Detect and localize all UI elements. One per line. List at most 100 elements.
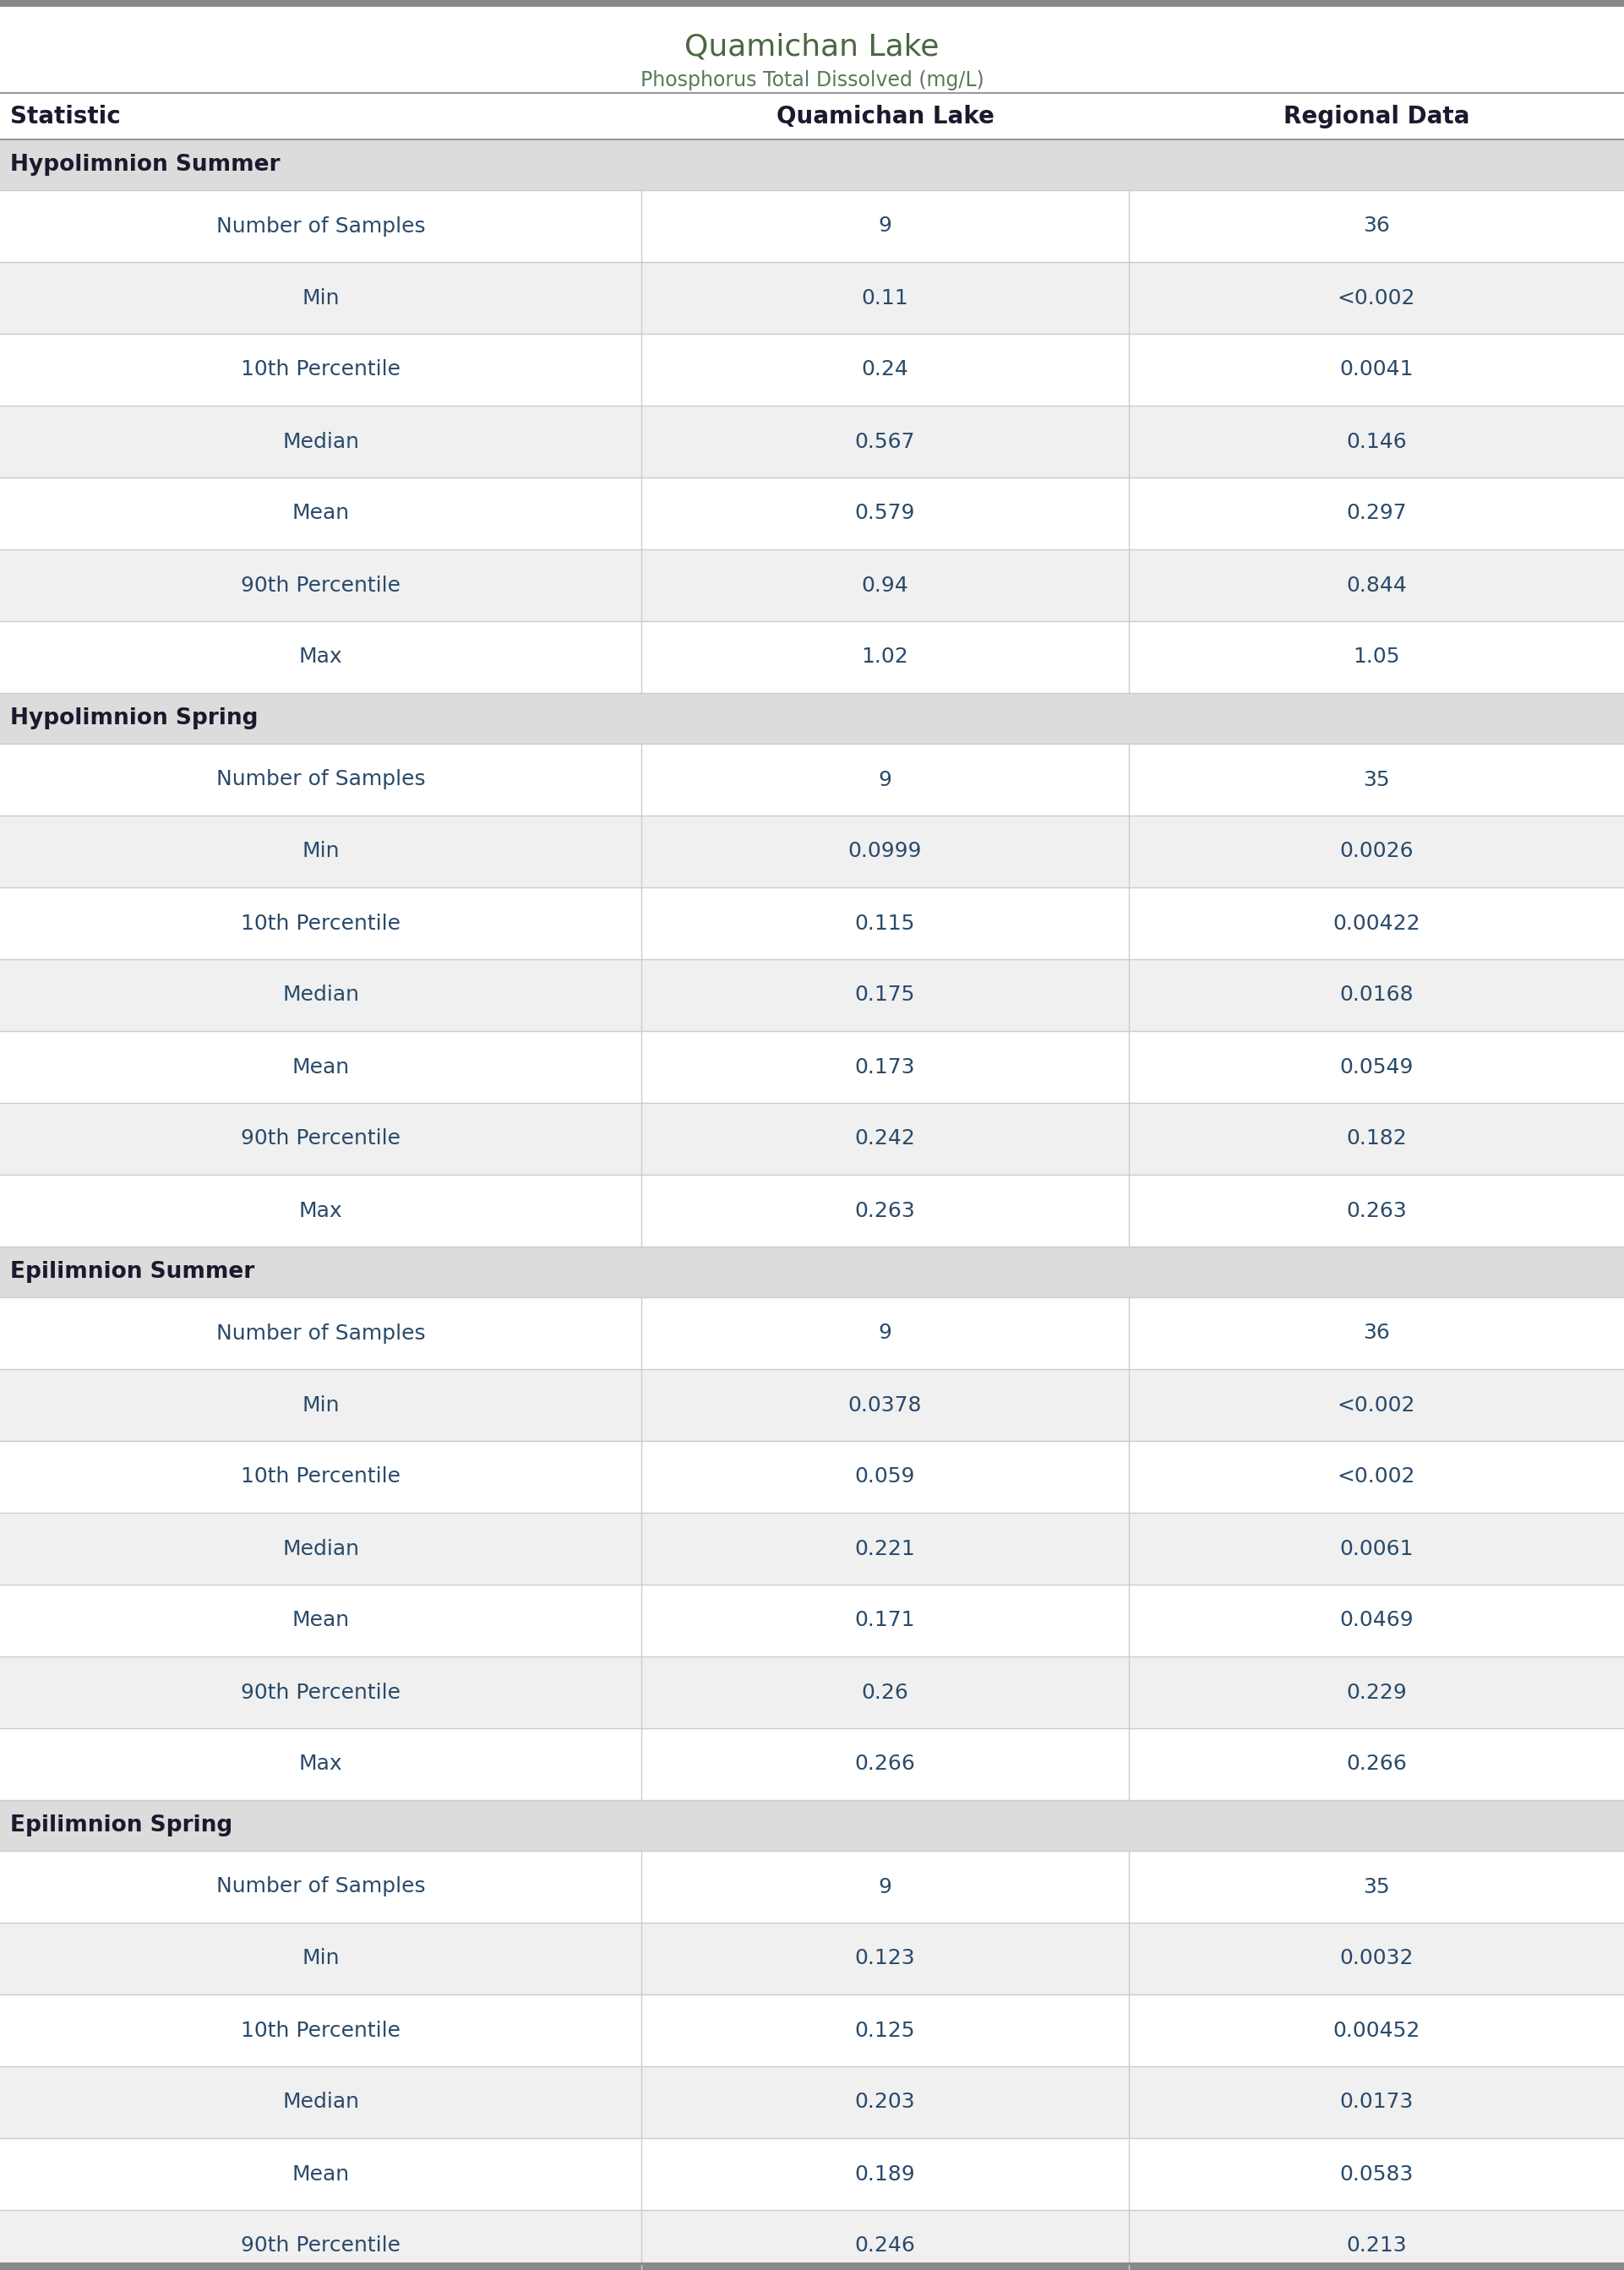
Text: Mean: Mean bbox=[292, 504, 349, 524]
Text: 0.11: 0.11 bbox=[862, 288, 908, 309]
Text: 0.0026: 0.0026 bbox=[1340, 842, 1413, 863]
Text: 0.246: 0.246 bbox=[854, 2236, 916, 2256]
Text: 90th Percentile: 90th Percentile bbox=[240, 574, 401, 595]
Text: 35: 35 bbox=[1363, 1877, 1390, 1898]
Text: 0.173: 0.173 bbox=[854, 1058, 916, 1076]
Text: Statistic: Statistic bbox=[10, 104, 120, 127]
Text: 0.0583: 0.0583 bbox=[1340, 2163, 1413, 2184]
Bar bbox=[0, 1296, 1624, 1369]
Text: Median: Median bbox=[283, 1539, 359, 1559]
Text: Number of Samples: Number of Samples bbox=[216, 1877, 425, 1898]
Bar bbox=[0, 888, 1624, 960]
Bar bbox=[0, 261, 1624, 334]
Text: 90th Percentile: 90th Percentile bbox=[240, 2236, 401, 2256]
Text: 0.266: 0.266 bbox=[854, 1755, 916, 1775]
Bar bbox=[0, 191, 1624, 261]
Text: Max: Max bbox=[299, 647, 343, 667]
Text: 0.125: 0.125 bbox=[854, 2020, 916, 2041]
Text: 10th Percentile: 10th Percentile bbox=[240, 913, 401, 933]
Text: 0.175: 0.175 bbox=[854, 985, 916, 1006]
Text: 0.0999: 0.0999 bbox=[848, 842, 922, 863]
Text: Number of Samples: Number of Samples bbox=[216, 770, 425, 790]
Text: 0.0173: 0.0173 bbox=[1340, 2093, 1413, 2113]
Bar bbox=[0, 1103, 1624, 1174]
Text: 0.115: 0.115 bbox=[854, 913, 916, 933]
Text: 36: 36 bbox=[1363, 216, 1390, 236]
Text: 0.0168: 0.0168 bbox=[1340, 985, 1413, 1006]
Text: Median: Median bbox=[283, 2093, 359, 2113]
Text: Epilimnion Summer: Epilimnion Summer bbox=[10, 1260, 255, 1283]
Text: 0.0061: 0.0061 bbox=[1340, 1539, 1413, 1559]
Bar bbox=[0, 1727, 1624, 1800]
Bar bbox=[0, 2138, 1624, 2211]
Text: 0.263: 0.263 bbox=[1346, 1201, 1406, 1221]
Text: Epilimnion Spring: Epilimnion Spring bbox=[10, 1814, 232, 1836]
Text: 0.263: 0.263 bbox=[854, 1201, 916, 1221]
Bar bbox=[0, 1246, 1624, 1296]
Text: 35: 35 bbox=[1363, 770, 1390, 790]
Bar bbox=[0, 334, 1624, 406]
Text: 0.00452: 0.00452 bbox=[1333, 2020, 1419, 2041]
Text: Min: Min bbox=[302, 842, 339, 863]
Bar bbox=[0, 1584, 1624, 1657]
Bar bbox=[0, 406, 1624, 477]
Bar bbox=[0, 1512, 1624, 1584]
Bar bbox=[0, 7, 1624, 116]
Text: 0.059: 0.059 bbox=[854, 1466, 916, 1487]
Text: Number of Samples: Number of Samples bbox=[216, 216, 425, 236]
Text: 0.94: 0.94 bbox=[861, 574, 909, 595]
Bar bbox=[0, 1174, 1624, 1246]
Text: 0.0378: 0.0378 bbox=[848, 1394, 922, 1414]
Text: 0.297: 0.297 bbox=[1346, 504, 1406, 524]
Bar bbox=[0, 2066, 1624, 2138]
Text: 0.123: 0.123 bbox=[854, 1948, 916, 1968]
Text: <0.002: <0.002 bbox=[1337, 1394, 1416, 1414]
Text: 9: 9 bbox=[879, 216, 892, 236]
Bar bbox=[0, 960, 1624, 1031]
Text: 0.26: 0.26 bbox=[861, 1682, 909, 1702]
Text: 10th Percentile: 10th Percentile bbox=[240, 1466, 401, 1487]
Text: Mean: Mean bbox=[292, 1609, 349, 1630]
Text: 1.02: 1.02 bbox=[861, 647, 909, 667]
Text: 0.0041: 0.0041 bbox=[1340, 359, 1413, 379]
Text: Max: Max bbox=[299, 1755, 343, 1775]
Bar bbox=[0, 745, 1624, 815]
Text: Median: Median bbox=[283, 985, 359, 1006]
Text: 90th Percentile: 90th Percentile bbox=[240, 1682, 401, 1702]
Text: <0.002: <0.002 bbox=[1337, 288, 1416, 309]
Text: 0.266: 0.266 bbox=[1346, 1755, 1406, 1775]
Text: 0.00422: 0.00422 bbox=[1333, 913, 1419, 933]
Bar bbox=[0, 1031, 1624, 1103]
Bar bbox=[0, 2211, 1624, 2270]
Text: 0.567: 0.567 bbox=[854, 431, 916, 452]
Text: 0.182: 0.182 bbox=[1346, 1128, 1406, 1149]
Text: 9: 9 bbox=[879, 770, 892, 790]
Text: 0.213: 0.213 bbox=[1346, 2236, 1406, 2256]
Text: 36: 36 bbox=[1363, 1323, 1390, 1344]
Text: 0.146: 0.146 bbox=[1346, 431, 1406, 452]
Text: Regional Data: Regional Data bbox=[1283, 104, 1470, 127]
Text: 0.844: 0.844 bbox=[1346, 574, 1406, 595]
Text: 0.0469: 0.0469 bbox=[1340, 1609, 1413, 1630]
Text: Min: Min bbox=[302, 1948, 339, 1968]
Bar bbox=[0, 1441, 1624, 1512]
Bar bbox=[0, 692, 1624, 745]
Text: Number of Samples: Number of Samples bbox=[216, 1323, 425, 1344]
Text: 1.05: 1.05 bbox=[1353, 647, 1400, 667]
Bar bbox=[0, 138, 1624, 191]
Text: 0.242: 0.242 bbox=[854, 1128, 916, 1149]
Text: Phosphorus Total Dissolved (mg/L): Phosphorus Total Dissolved (mg/L) bbox=[640, 70, 984, 91]
Text: Min: Min bbox=[302, 288, 339, 309]
Text: Max: Max bbox=[299, 1201, 343, 1221]
Text: 9: 9 bbox=[879, 1877, 892, 1898]
Text: Quamichan Lake: Quamichan Lake bbox=[685, 32, 939, 61]
Text: Hypolimnion Spring: Hypolimnion Spring bbox=[10, 708, 258, 729]
Bar bbox=[0, 815, 1624, 888]
Bar bbox=[0, 1369, 1624, 1441]
Bar bbox=[0, 93, 1624, 138]
Text: Quamichan Lake: Quamichan Lake bbox=[776, 104, 994, 127]
Bar bbox=[0, 622, 1624, 692]
Text: 0.221: 0.221 bbox=[854, 1539, 916, 1559]
Text: 0.0549: 0.0549 bbox=[1340, 1058, 1413, 1076]
Text: 0.229: 0.229 bbox=[1346, 1682, 1406, 1702]
